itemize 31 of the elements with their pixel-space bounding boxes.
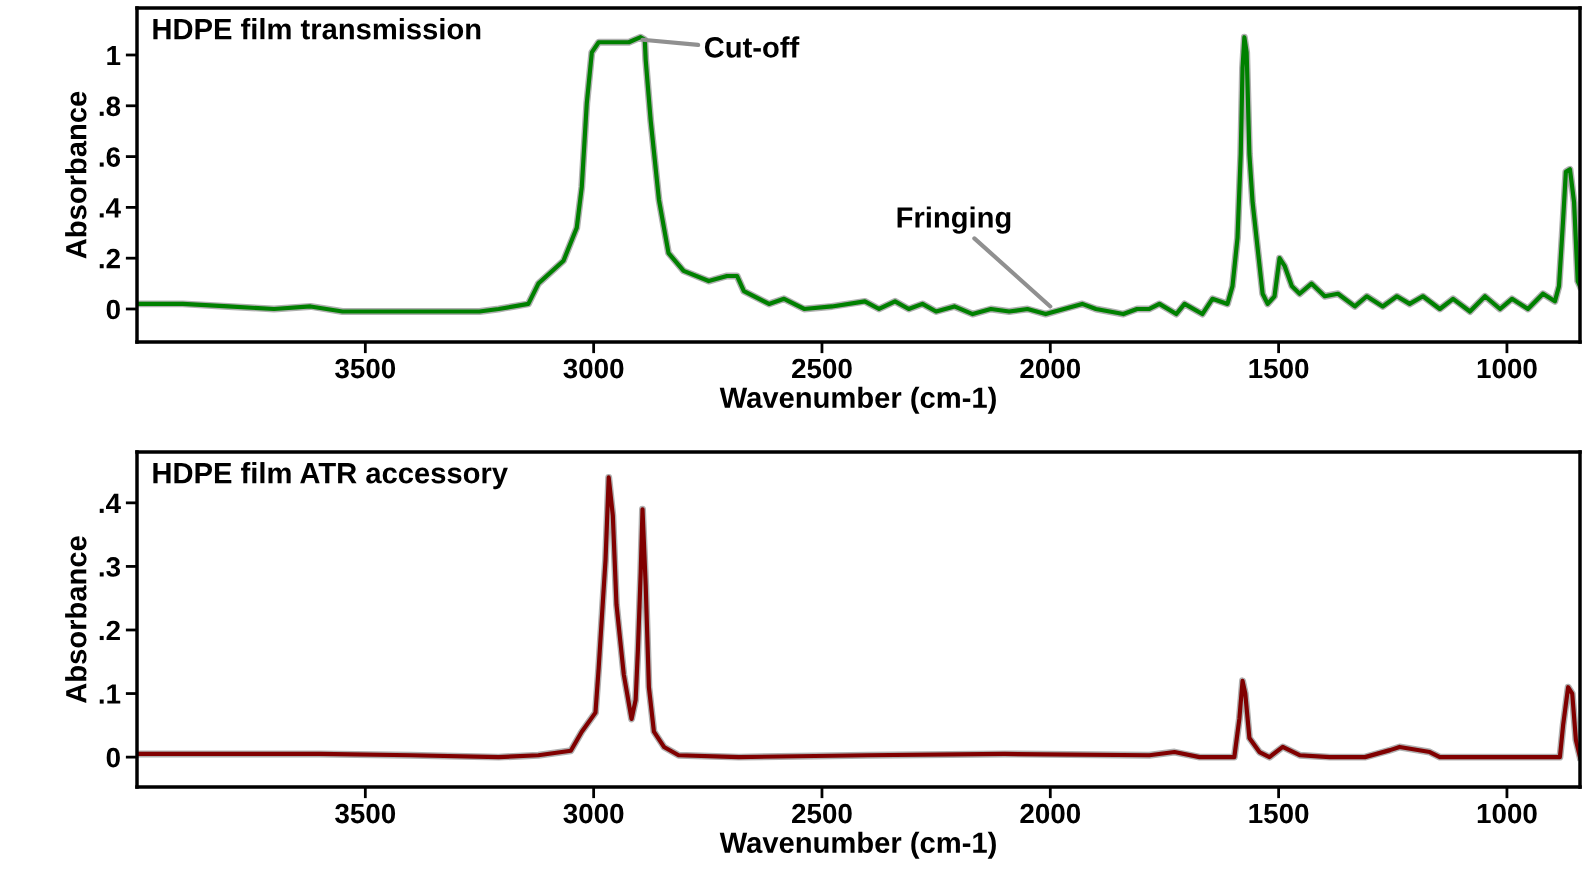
y-tick-label: 1	[107, 45, 121, 66]
y-tick-label: .8	[99, 96, 121, 117]
y-tick-label: 0	[106, 299, 120, 320]
y-tick-label: .2	[99, 620, 120, 641]
x-tick-label: 3000	[563, 358, 624, 379]
y-axis-title: Absorbance	[65, 536, 87, 704]
annotation: Fringing	[897, 206, 1011, 234]
y-tick-label: .3	[99, 557, 121, 577]
x-tick-label: 2000	[1020, 358, 1081, 379]
x-tick-label: 2500	[792, 358, 852, 379]
x-tick-label: 1000	[1477, 358, 1537, 379]
x-tick-label: 1500	[1249, 358, 1309, 379]
x-tick-label: 3500	[335, 803, 396, 824]
y-tick-label: .4	[99, 493, 121, 513]
chart-title: HDPE film ATR accessory	[153, 462, 508, 490]
x-tick-label: 2000	[1020, 803, 1081, 824]
annotation: Cut-off	[704, 36, 800, 58]
y-tick-label: .1	[99, 684, 121, 704]
x-tick-label: 1000	[1477, 803, 1537, 824]
y-tick-label: 0	[106, 747, 120, 768]
x-tick-label: 1500	[1249, 803, 1309, 824]
y-tick-label: .2	[99, 248, 120, 269]
y-tick-label: .4	[99, 198, 121, 218]
y-tick-label: .6	[99, 147, 121, 167]
x-tick-label: 3500	[335, 358, 396, 379]
y-axis-title: Absorbance	[65, 91, 87, 259]
chart-title: HDPE film transmission	[153, 18, 481, 40]
x-tick-label: 2500	[792, 803, 852, 824]
x-tick-label: 3000	[563, 803, 624, 824]
x-axis-title: Wavenumber (cm-1)	[719, 386, 996, 414]
x-axis-title: Wavenumber (cm-1)	[719, 831, 996, 859]
